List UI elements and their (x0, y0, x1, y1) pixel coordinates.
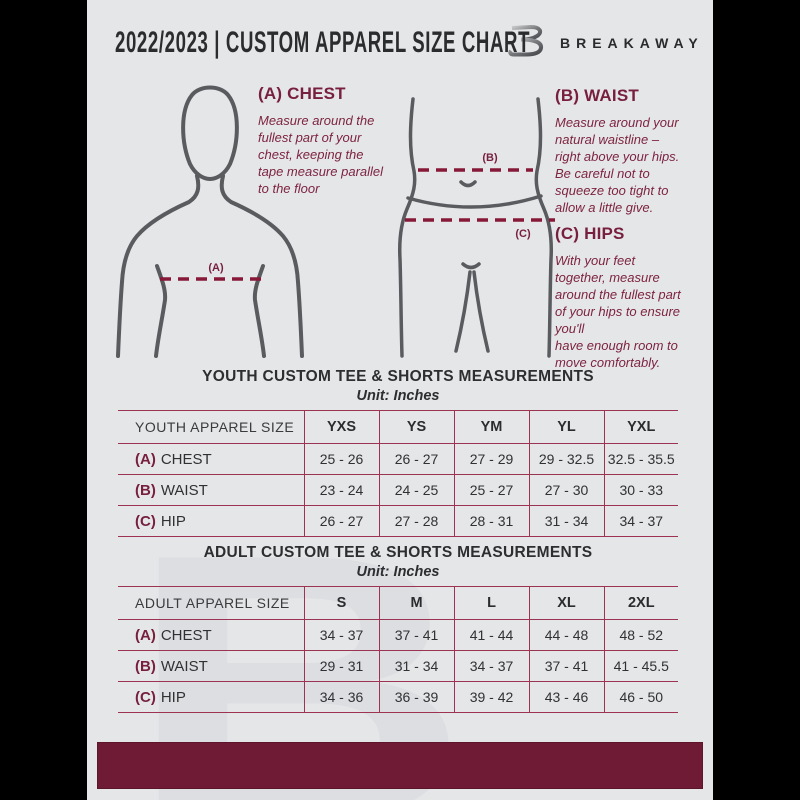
navel-mark (459, 180, 477, 188)
chest-marker-label: (A) (208, 262, 224, 274)
cell: 25 - 26 (303, 443, 379, 475)
adult-table-unit: Unit: Inches (356, 564, 440, 580)
cell: 29 - 32.5 (528, 443, 604, 475)
cell: 39 - 42 (453, 681, 529, 713)
column-header: YS (378, 410, 454, 444)
table-row: (C) HIP 34 - 36 36 - 39 39 - 42 43 - 46 4… (118, 681, 678, 713)
size-chart-page: 2022/2023 | CUSTOM APPAREL SIZE CHART (87, 0, 713, 800)
cell: 41 - 45.5 (603, 650, 678, 682)
youth-table-title: YOUTH CUSTOM TEE & SHORTS MEASUREMENTS (202, 368, 594, 385)
youth-size-header-cell: YOUTH APPAREL SIZE (118, 410, 304, 444)
page-title: 2022/2023 | CUSTOM APPAREL SIZE CHART (115, 26, 531, 59)
column-header: 2XL (603, 586, 678, 620)
waist-marker-label: (B) (482, 152, 498, 164)
column-header: M (378, 586, 454, 620)
brand-lockup: BREAKAWAY (507, 21, 704, 66)
table-header-row: YOUTH APPAREL SIZE YXS YS YM YL YXL (118, 410, 678, 444)
column-header: YM (453, 410, 529, 444)
column-header: YXL (603, 410, 678, 444)
cell: 43 - 46 (528, 681, 604, 713)
table-row: (A) CHEST 34 - 37 37 - 41 41 - 44 44 - 48… (118, 619, 678, 651)
cell: 28 - 31 (453, 505, 529, 537)
hips-heading: (C) HIPS (555, 224, 625, 243)
youth-table-section: YOUTH CUSTOM TEE & SHORTS MEASUREMENTS U… (87, 368, 713, 537)
chest-heading: (A) CHEST (258, 84, 346, 103)
row-label: CHEST (160, 626, 212, 644)
cell: 29 - 31 (303, 650, 379, 682)
cell: 27 - 28 (378, 505, 454, 537)
hip-marker-label: (C) (515, 228, 531, 240)
cell: 24 - 25 (378, 474, 454, 506)
chest-instructions: Measure around the fullest part of your … (258, 113, 384, 196)
cell: 34 - 37 (603, 505, 678, 537)
adult-table-title: ADULT CUSTOM TEE & SHORTS MEASUREMENTS (203, 544, 593, 561)
hips-instructions: With your feet together, measure around … (555, 253, 681, 370)
row-prefix: (A) (135, 626, 156, 644)
table-row: (B) WAIST 29 - 31 31 - 34 34 - 37 37 - 41… (118, 650, 678, 682)
adult-size-header-cell: ADULT APPAREL SIZE (118, 586, 304, 620)
table-row: (C) HIP 26 - 27 27 - 28 28 - 31 31 - 34 3… (118, 505, 678, 537)
cell: 46 - 50 (603, 681, 678, 713)
cell: 34 - 36 (303, 681, 379, 713)
hips-section: (C) HIPS With your feet together, measur… (555, 224, 713, 371)
waist-section: (B) WAIST Measure around your natural wa… (555, 86, 713, 216)
cell: 37 - 41 (378, 619, 454, 651)
column-header: XL (528, 586, 604, 620)
row-prefix: (C) (135, 688, 156, 706)
row-label: CHEST (160, 450, 212, 468)
cell: 26 - 27 (303, 505, 379, 537)
cell: 30 - 33 (603, 474, 678, 506)
chest-figure: (A) (115, 80, 315, 365)
footer-accent-bar (97, 742, 703, 789)
cell: 34 - 37 (453, 650, 529, 682)
cell: 41 - 44 (453, 619, 529, 651)
cell: 34 - 37 (303, 619, 379, 651)
table-header-row: ADULT APPAREL SIZE S M L XL 2XL (118, 586, 678, 620)
row-prefix: (A) (135, 450, 156, 468)
cell: 36 - 39 (378, 681, 454, 713)
head-outline (181, 85, 239, 182)
cell: 31 - 34 (528, 505, 604, 537)
row-prefix: (B) (135, 657, 156, 675)
cell: 37 - 41 (528, 650, 604, 682)
row-label: HIP (160, 688, 186, 706)
adult-table-section: ADULT CUSTOM TEE & SHORTS MEASUREMENTS U… (87, 544, 713, 713)
cell: 26 - 27 (378, 443, 454, 475)
cell: 32.5 - 35.5 (603, 443, 678, 475)
table-row: (B) WAIST 23 - 24 24 - 25 25 - 27 27 - 30… (118, 474, 678, 506)
cell: 44 - 48 (528, 619, 604, 651)
brand-name: BREAKAWAY (560, 35, 704, 51)
cell: 23 - 24 (303, 474, 379, 506)
youth-table-unit: Unit: Inches (356, 388, 440, 404)
row-label: WAIST (160, 657, 208, 675)
cell: 25 - 27 (453, 474, 529, 506)
column-header: S (303, 586, 379, 620)
row-prefix: (C) (135, 512, 156, 530)
chest-section: (A) CHEST Measure around the fullest par… (258, 84, 408, 197)
column-header: L (453, 586, 529, 620)
row-label: WAIST (160, 481, 208, 499)
table-row: (A) CHEST 25 - 26 26 - 27 27 - 29 29 - 32… (118, 443, 678, 475)
cell: 31 - 34 (378, 650, 454, 682)
waist-heading: (B) WAIST (555, 86, 639, 105)
cell: 27 - 29 (453, 443, 529, 475)
waist-instructions: Measure around your natural waistline – … (555, 115, 680, 215)
cell: 48 - 52 (603, 619, 678, 651)
column-header: YL (528, 410, 604, 444)
column-header: YXS (303, 410, 379, 444)
youth-size-table: YOUTH APPAREL SIZE YXS YS YM YL YXL (A) C… (118, 410, 678, 537)
row-prefix: (B) (135, 481, 156, 499)
waist-hip-figure: (B) (C) (393, 93, 558, 365)
breakaway-b-logo-icon (507, 21, 551, 66)
cell: 27 - 30 (528, 474, 604, 506)
hip-curve (406, 194, 543, 209)
adult-size-table: ADULT APPAREL SIZE S M L XL 2XL (A) CHEST… (118, 586, 678, 713)
page-header: 2022/2023 | CUSTOM APPAREL SIZE CHART (87, 18, 713, 68)
row-label: HIP (160, 512, 186, 530)
